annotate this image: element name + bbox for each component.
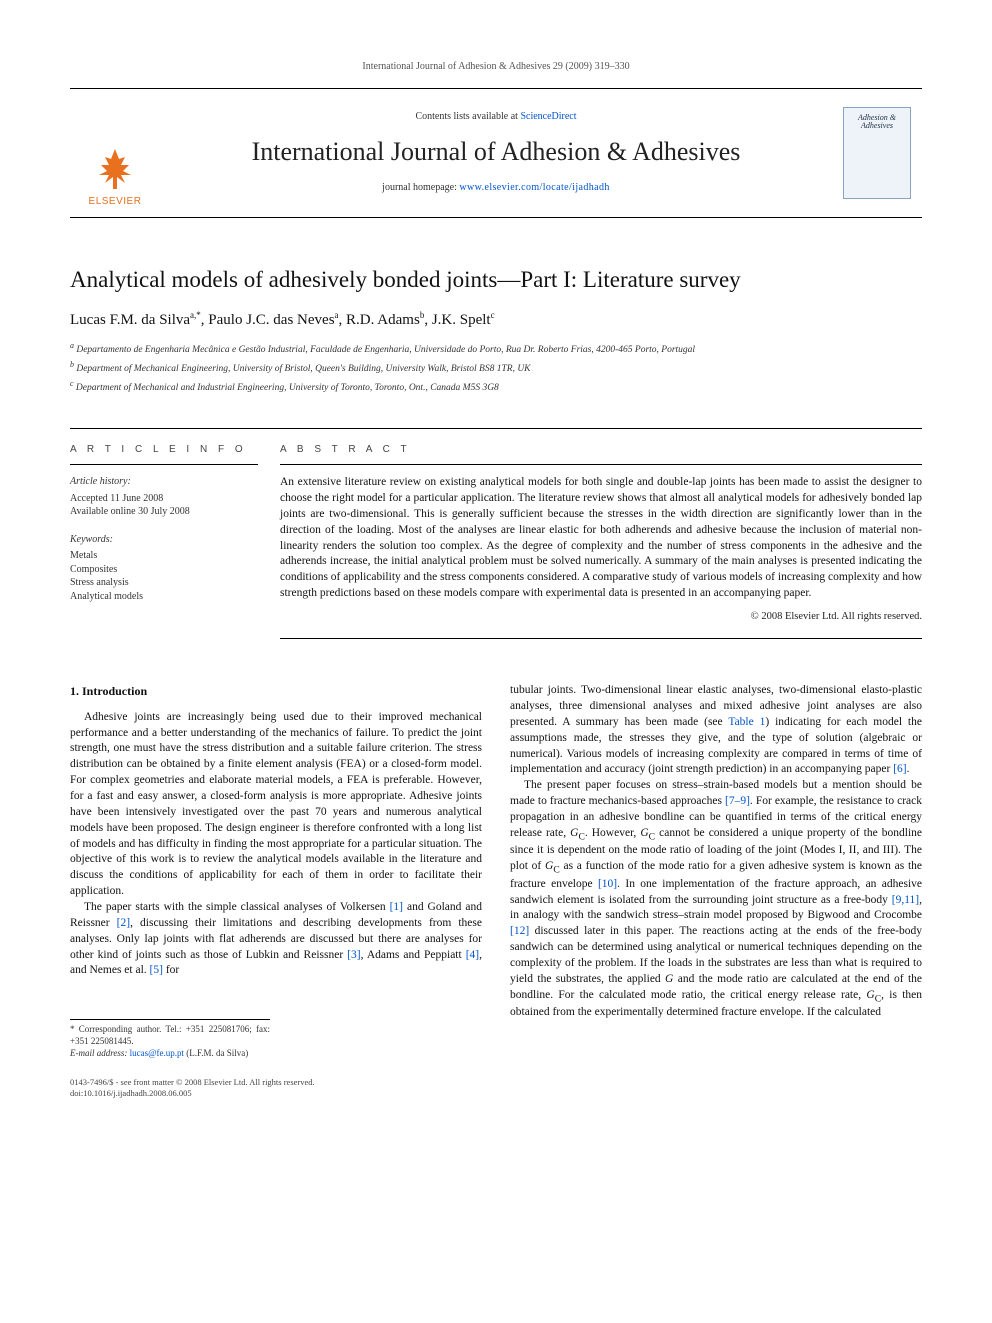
ref-10-link[interactable]: [10] [598,878,617,890]
author-2-sup: a [335,310,339,320]
ref-1-link[interactable]: [1] [390,901,403,913]
col2-para2: The present paper focuses on stress–stra… [510,778,922,1021]
body-columns: 1. Introduction Adhesive joints are incr… [70,683,922,1059]
publisher-label: ELSEVIER [89,195,142,209]
sec1-para2: The paper starts with the simple classic… [70,900,482,979]
email-line: E-mail address: lucas@fe.up.pt (L.F.M. d… [70,1048,270,1060]
elsevier-tree-icon [91,145,139,193]
gc2: G [640,827,648,839]
homepage-line: journal homepage: www.elsevier.com/locat… [382,181,610,195]
ref-6-link[interactable]: [6] [893,763,906,775]
journal-name: International Journal of Adhesion & Adhe… [252,134,741,169]
authors-line: Lucas F.M. da Silvaa,*, Paulo J.C. das N… [70,309,922,330]
aff-b-text: Department of Mechanical Engineering, Un… [76,364,530,374]
ref-2-link[interactable]: [2] [117,917,130,929]
body-col-right: tubular joints. Two-dimensional linear e… [510,683,922,1059]
history-online: Available online 30 July 2008 [70,505,258,519]
sec1-para1: Adhesive joints are increasingly being u… [70,710,482,900]
ref-12-link[interactable]: [12] [510,925,529,937]
homepage-link[interactable]: www.elsevier.com/locate/ijadhadh [459,182,609,193]
contents-available-line: Contents lists available at ScienceDirec… [415,110,576,124]
ref-3-link[interactable]: [3] [347,949,360,961]
abstract-block: A B S T R A C T An extensive literature … [280,429,922,640]
affiliation-b: b Department of Mechanical Engineering, … [70,359,922,377]
page-footer: 0143-7496/$ - see front matter © 2008 El… [70,1077,922,1099]
article-title: Analytical models of adhesively bonded j… [70,264,922,295]
author-3: R.D. Adams [346,312,420,328]
aff-a-text: Departamento de Engenharia Mecânica e Ge… [76,345,695,355]
author-3-sup: b [420,310,425,320]
cover-text-2: Adhesives [861,122,893,130]
history-label: Article history: [70,475,258,489]
affiliation-a: a Departamento de Engenharia Mecânica e … [70,340,922,358]
ref-9-11-link[interactable]: [9,11] [892,894,919,906]
footer-line-1: 0143-7496/$ - see front matter © 2008 El… [70,1077,922,1088]
c2p2-c: . However, [585,827,641,839]
history-accepted: Accepted 11 June 2008 [70,492,258,506]
article-info-row: A R T I C L E I N F O Article history: A… [70,428,922,640]
publisher-block: ELSEVIER [70,89,160,217]
masthead-center: Contents lists available at ScienceDirec… [160,89,832,217]
abstract-bottom-rule [280,638,922,639]
ref-5-link[interactable]: [5] [150,964,163,976]
aff-c-text: Department of Mechanical and Industrial … [76,383,499,393]
table-1-link[interactable]: Table 1 [728,716,765,728]
keyword-4: Analytical models [70,590,258,604]
author-1: Lucas F.M. da Silva [70,312,190,328]
masthead: ELSEVIER Contents lists available at Sci… [70,88,922,218]
c2p1-c: . [907,763,910,775]
keyword-3: Stress analysis [70,576,258,590]
article-info-left: A R T I C L E I N F O Article history: A… [70,429,280,640]
author-4: J.K. Spelt [432,312,491,328]
email-link[interactable]: lucas@fe.up.pt [130,1048,184,1058]
author-2: Paulo J.C. das Neves [208,312,334,328]
affiliation-c: c Department of Mechanical and Industria… [70,378,922,396]
col2-para1: tubular joints. Two-dimensional linear e… [510,683,922,778]
keyword-2: Composites [70,563,258,577]
footnotes: * Corresponding author. Tel.: +351 22508… [70,1019,270,1059]
author-1-sup: a,* [190,310,201,320]
keyword-1: Metals [70,549,258,563]
footer-line-2: doi:10.1016/j.ijadhadh.2008.06.005 [70,1088,922,1099]
abstract-copyright: © 2008 Elsevier Ltd. All rights reserved… [280,610,922,624]
contents-prefix: Contents lists available at [415,111,520,122]
p2-a: The paper starts with the simple classic… [84,901,390,913]
abstract-heading: A B S T R A C T [280,443,922,466]
cover-thumb-block: Adhesion & Adhesives [832,89,922,217]
section-1-heading: 1. Introduction [70,683,482,700]
homepage-prefix: journal homepage: [382,182,459,193]
running-citation: International Journal of Adhesion & Adhe… [70,60,922,74]
ref-4-link[interactable]: [4] [466,949,479,961]
journal-cover-icon: Adhesion & Adhesives [843,107,911,199]
email-attr: (L.F.M. da Silva) [184,1048,248,1058]
sciencedirect-link[interactable]: ScienceDirect [520,111,576,122]
affiliations: a Departamento de Engenharia Mecânica e … [70,340,922,396]
abstract-text: An extensive literature review on existi… [280,475,922,602]
p2-d: , Adams and Peppiatt [361,949,466,961]
title-block: Analytical models of adhesively bonded j… [70,264,922,396]
ref-7-9-link[interactable]: [7–9] [725,795,750,807]
body-col-left: 1. Introduction Adhesive joints are incr… [70,683,482,1059]
page-root: International Journal of Adhesion & Adhe… [0,0,992,1139]
keywords-label: Keywords: [70,533,258,547]
p2-f: for [163,964,179,976]
email-label: E-mail address: [70,1048,127,1058]
corresponding-author-note: * Corresponding author. Tel.: +351 22508… [70,1024,270,1047]
author-4-sup: c [491,310,495,320]
article-info-heading: A R T I C L E I N F O [70,443,258,466]
gc4: G [866,989,874,1001]
